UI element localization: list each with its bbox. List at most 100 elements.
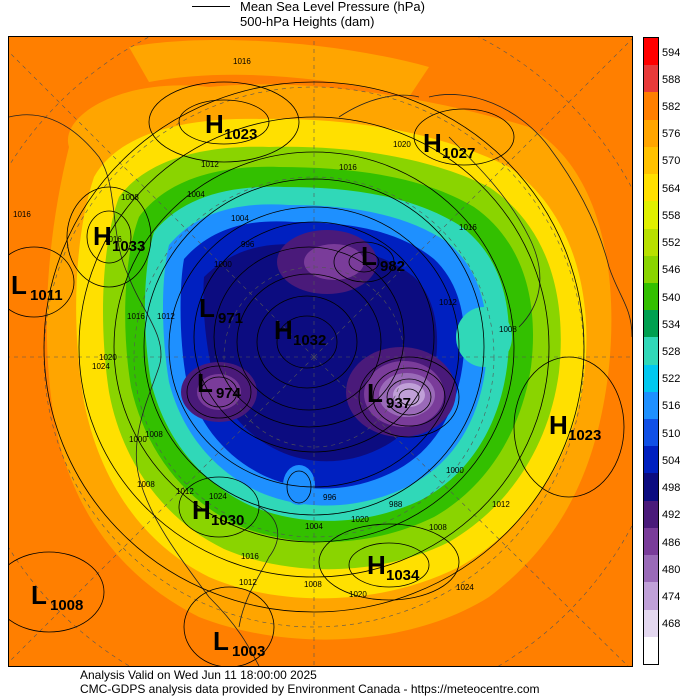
colorbar-segment bbox=[644, 65, 658, 93]
isobar-value-label: 1012 bbox=[176, 487, 194, 496]
low-pressure-center: L 971 bbox=[199, 293, 243, 327]
heights-legend-label: 500-hPa Heights (dam) bbox=[240, 14, 375, 29]
center-pressure-value: 1032 bbox=[293, 332, 326, 349]
center-letter: L bbox=[367, 378, 383, 408]
isobar-value-label: 1004 bbox=[305, 522, 323, 531]
colorbar-level-label: 486 bbox=[662, 536, 680, 549]
isobar-value-label: 1008 bbox=[304, 580, 322, 589]
colorbar-segment bbox=[644, 201, 658, 229]
isobar-value-label: 1008 bbox=[429, 523, 447, 532]
height-band-486-west bbox=[197, 374, 241, 410]
colorbar-segment bbox=[644, 582, 658, 611]
height-band-474-east bbox=[393, 383, 425, 407]
colorbar-segment bbox=[644, 609, 658, 638]
colorbar-segment bbox=[644, 228, 658, 257]
center-pressure-value: 1034 bbox=[386, 567, 420, 584]
center-letter: L bbox=[361, 241, 377, 271]
isobar-value-label: 1016 bbox=[241, 552, 259, 561]
center-letter: H bbox=[423, 128, 442, 158]
isobar-value-label: 1012 bbox=[492, 500, 510, 509]
low-pressure-center: L 1008 bbox=[31, 580, 83, 614]
colorbar-level-label: 546 bbox=[662, 264, 680, 277]
center-letter: H bbox=[192, 495, 211, 525]
weather-map-canvas: 1016 1016 1020 1012 1008 1004 1016 1012 1008 1000… bbox=[9, 37, 632, 666]
mslp-legend-label: Mean Sea Level Pressure (hPa) bbox=[240, 0, 425, 14]
center-letter: H bbox=[367, 550, 386, 580]
colorbar-segment bbox=[644, 527, 658, 556]
center-pressure-value: 971 bbox=[218, 310, 243, 327]
colorbar-level-label: 492 bbox=[662, 509, 680, 522]
colorbar-level-label: 516 bbox=[662, 400, 680, 413]
weather-map: 1016 1016 1020 1012 1008 1004 1016 1012 1008 1000… bbox=[8, 36, 633, 667]
isobar-value-label: 1000 bbox=[129, 435, 147, 444]
center-letter: L bbox=[213, 626, 229, 656]
colorbar-segment bbox=[644, 473, 658, 502]
colorbar-level-label: 522 bbox=[662, 373, 680, 386]
colorbar-segment bbox=[644, 282, 658, 311]
isobar-value-label: 1016 bbox=[104, 235, 122, 244]
map-header: Mean Sea Level Pressure (hPa) 500-hPa He… bbox=[0, 0, 680, 36]
isobar-value-label: 1024 bbox=[456, 583, 474, 592]
center-pressure-value: 1027 bbox=[442, 145, 475, 162]
isobar-value-label: 1016 bbox=[459, 223, 477, 232]
isobar-value-label: 1000 bbox=[446, 466, 464, 475]
colorbar-segment bbox=[644, 446, 658, 474]
colorbar-level-label: 582 bbox=[662, 101, 680, 114]
isobar-labels: 1016 1016 1020 1012 1008 1004 1016 1012 1008 1000… bbox=[13, 57, 517, 599]
low-pressure-center: L 1003 bbox=[213, 626, 265, 660]
center-letter: L bbox=[31, 580, 47, 610]
analysis-valid-time: Analysis Valid on Wed Jun 11 18:00:00 20… bbox=[80, 668, 317, 682]
isobar-value-label: 1012 bbox=[157, 312, 175, 321]
high-pressure-center: H 1027 bbox=[423, 128, 475, 162]
isobar-value-label: 1020 bbox=[99, 353, 117, 362]
isobars bbox=[9, 81, 625, 666]
high-pressure-center: H 1023 bbox=[205, 109, 257, 143]
isobar-value-label: 1024 bbox=[92, 362, 110, 371]
center-letter: H bbox=[205, 109, 224, 139]
colorbar-segment bbox=[644, 92, 658, 121]
isobar-value-label: 1012 bbox=[201, 160, 219, 169]
center-pressure-value: 1008 bbox=[50, 597, 83, 614]
colorbar-segment bbox=[644, 38, 658, 66]
center-pressure-value: 1023 bbox=[224, 126, 257, 143]
isobar-value-label: 1020 bbox=[393, 140, 411, 149]
isobar-value-label: 1016 bbox=[339, 163, 357, 172]
mslp-legend-line bbox=[192, 6, 230, 7]
center-pressure-value: 1030 bbox=[211, 512, 244, 529]
colorbar-level-label: 570 bbox=[662, 155, 680, 168]
height-colorbar bbox=[643, 37, 659, 665]
center-pressure-value: 1023 bbox=[568, 427, 601, 444]
center-letter: L bbox=[197, 368, 213, 398]
isobar-value-label: 1024 bbox=[209, 492, 227, 501]
isobar-value-label: 1008 bbox=[137, 480, 155, 489]
colorbar-segment bbox=[644, 146, 658, 175]
low-pressure-center: L 937 bbox=[367, 378, 411, 412]
colorbar-level-label: 528 bbox=[662, 346, 680, 358]
center-pressure-value: 1011 bbox=[30, 287, 63, 304]
colorbar-level-label: 540 bbox=[662, 291, 680, 304]
colorbar-level-label: 504 bbox=[662, 454, 680, 467]
center-pressure-value: 982 bbox=[380, 258, 405, 275]
isobar-value-label: 1016 bbox=[233, 57, 251, 66]
colorbar-segment bbox=[644, 255, 658, 284]
colorbar-level-label: 558 bbox=[662, 209, 680, 222]
colorbar-segment bbox=[644, 119, 658, 148]
colorbar-level-label: 468 bbox=[662, 618, 680, 631]
colorbar-segment bbox=[644, 364, 658, 393]
colorbar-segment bbox=[644, 310, 658, 338]
colorbar-segment bbox=[644, 500, 658, 529]
center-pressure-value: 1033 bbox=[112, 238, 145, 255]
high-pressure-center: H 1033 bbox=[93, 221, 145, 255]
colorbar-level-label: 498 bbox=[662, 482, 680, 495]
colorbar-segment bbox=[644, 391, 658, 420]
center-letter: H bbox=[93, 221, 112, 251]
isobar-value-label: 1012 bbox=[439, 298, 457, 307]
high-pressure-center: H 1032 bbox=[274, 315, 326, 349]
colorbar-level-label: 576 bbox=[662, 128, 680, 141]
colorbar-segment bbox=[644, 419, 658, 447]
isobar-value-label: 1004 bbox=[187, 190, 205, 199]
colorbar-level-label: 510 bbox=[662, 427, 680, 440]
high-pressure-center: H 1030 bbox=[192, 495, 244, 529]
height-band-576-north bbox=[129, 39, 429, 97]
